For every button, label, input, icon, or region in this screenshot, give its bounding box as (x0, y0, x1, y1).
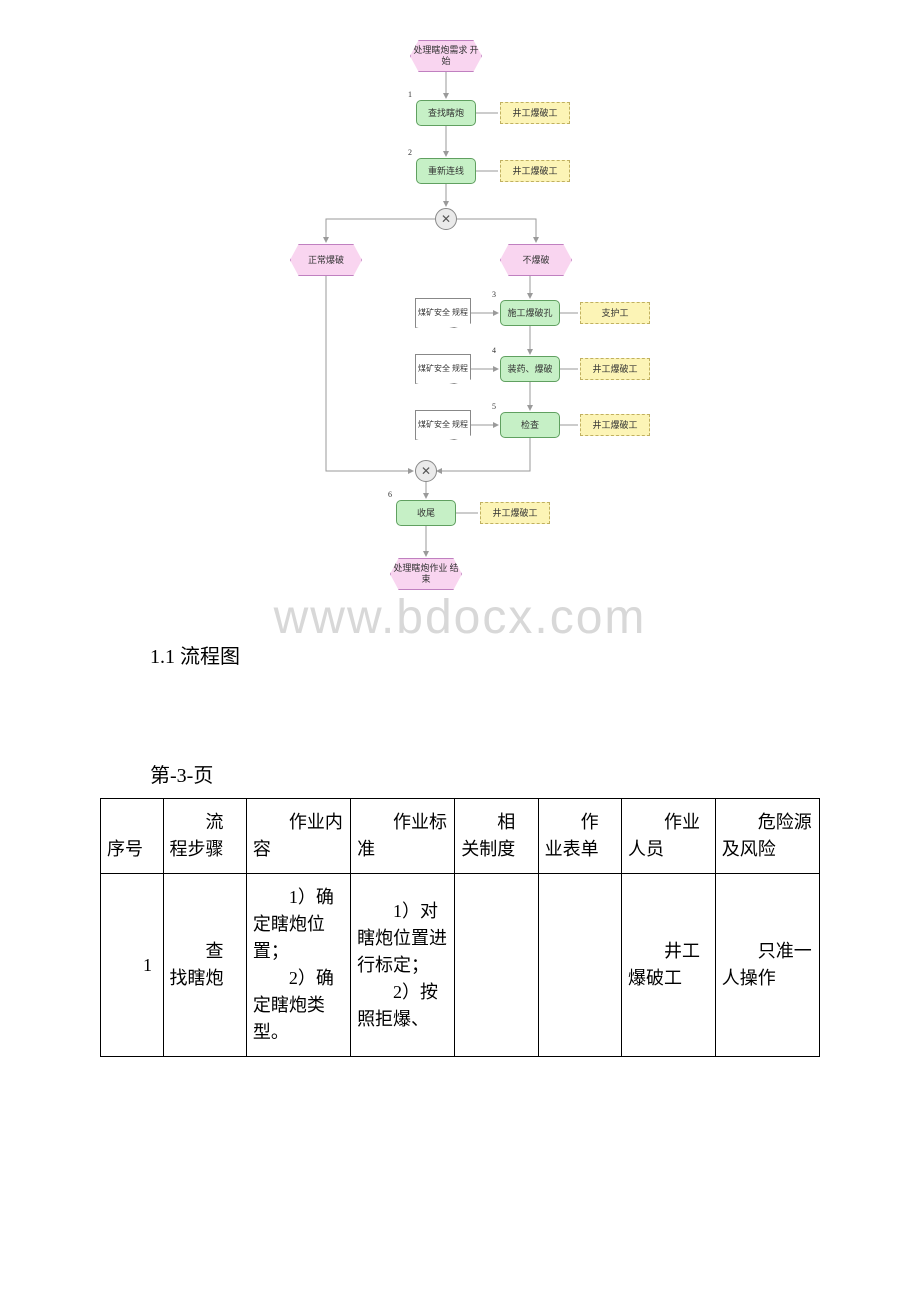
flow-step-num: 6 (388, 490, 392, 499)
table-cell: 只准一人操作 (715, 874, 819, 1057)
flow-step-num: 3 (492, 290, 496, 299)
table-cell: 1）确定瞎炮位置； 2）确定瞎炮类型。 (246, 874, 350, 1057)
flow-node-n6: 收尾 (396, 500, 456, 526)
table-cell: 井工爆破工 (621, 874, 715, 1057)
table-header-cell: 流程步骤 (163, 799, 246, 874)
flow-step-num: 4 (492, 346, 496, 355)
page-number: 第-3-页 (150, 759, 820, 788)
flow-node-y5: 井工爆破工 (580, 414, 650, 436)
table-header-cell: 危险源及风险 (715, 799, 819, 874)
table-cell (455, 874, 538, 1057)
flow-node-g2: ✕ (415, 460, 437, 482)
flow-node-n4: 装药、爆破 (500, 356, 560, 382)
table-cell: 查找瞎炮 (163, 874, 246, 1057)
table-cell: 1）对瞎炮位置进行标定； 2）按照拒爆、 (351, 874, 455, 1057)
table-header-cell: 作业标准 (351, 799, 455, 874)
flow-node-d4: 煤矿安全 规程 (415, 354, 471, 384)
flow-node-y2: 井工爆破工 (500, 160, 570, 182)
table-cell: 1 (101, 874, 164, 1057)
flow-node-y3: 支护工 (580, 302, 650, 324)
flow-node-left_hex: 正常爆破 (290, 244, 362, 276)
flow-step-num: 2 (408, 148, 412, 157)
table-header-cell: 序号 (101, 799, 164, 874)
table-header-cell: 相关制度 (455, 799, 538, 874)
flow-node-y6: 井工爆破工 (480, 502, 550, 524)
flowchart-container: 处理瞎炮需求 开始查找瞎炮1井工爆破工重新连线2井工爆破工✕正常爆破不爆破煤矿安… (260, 40, 660, 620)
flow-node-d5: 煤矿安全 规程 (415, 410, 471, 440)
flow-node-n1: 查找瞎炮 (416, 100, 476, 126)
flow-node-start: 处理瞎炮需求 开始 (410, 40, 482, 72)
flow-node-y4: 井工爆破工 (580, 358, 650, 380)
flow-node-n3: 施工爆破孔 (500, 300, 560, 326)
flow-node-end: 处理瞎炮作业 结束 (390, 558, 462, 590)
flow-node-right_hex: 不爆破 (500, 244, 572, 276)
flowchart-caption: 1.1 流程图 (150, 640, 820, 669)
table-header-row: 序号 流程步骤 作业内容 作业标准 相关制度 作业表单 作业人员 危险源及风险 (101, 799, 820, 874)
table-header-cell: 作业表单 (538, 799, 621, 874)
flow-node-n5: 检查 (500, 412, 560, 438)
table-cell (538, 874, 621, 1057)
flow-node-d3: 煤矿安全 规程 (415, 298, 471, 328)
flow-node-n2: 重新连线 (416, 158, 476, 184)
process-table: 序号 流程步骤 作业内容 作业标准 相关制度 作业表单 作业人员 危险源及风险 … (100, 798, 820, 1057)
flow-node-g1: ✕ (435, 208, 457, 230)
flow-step-num: 5 (492, 402, 496, 411)
table-header-cell: 作业内容 (246, 799, 350, 874)
flow-node-y1: 井工爆破工 (500, 102, 570, 124)
table-header-cell: 作业人员 (621, 799, 715, 874)
table-row: 1 查找瞎炮 1）确定瞎炮位置； 2）确定瞎炮类型。 1）对瞎炮位置进行标定； … (101, 874, 820, 1057)
flow-step-num: 1 (408, 90, 412, 99)
flow-lines (260, 40, 660, 620)
